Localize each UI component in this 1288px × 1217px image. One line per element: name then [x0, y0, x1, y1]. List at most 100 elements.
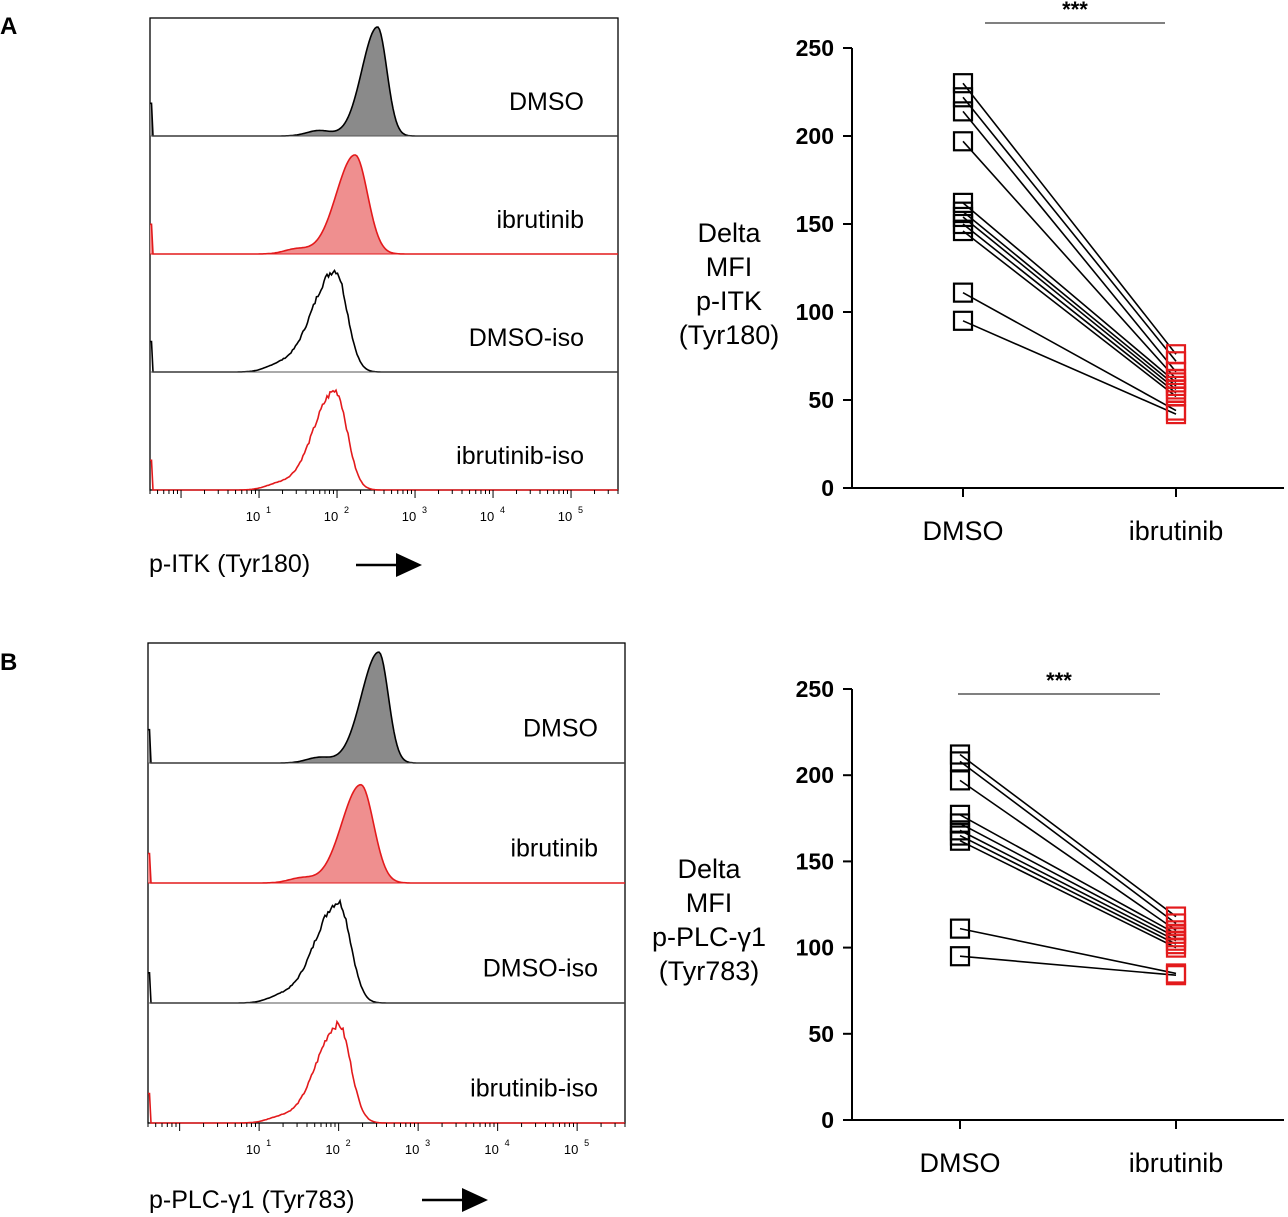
- significance-stars: ***: [1046, 668, 1072, 693]
- x-tick-label-1: 10: [324, 509, 338, 524]
- point-dmso-1: [952, 87, 974, 108]
- x-tick-exponent-1: 2: [344, 505, 349, 515]
- track-label-3: ibrutinib-iso: [470, 1075, 598, 1103]
- x-tick-exponent-3: 4: [500, 505, 505, 515]
- point-dmso-10: [952, 310, 974, 331]
- x-tick-exponent-1: 2: [346, 1138, 351, 1148]
- pair-line-2: [959, 779, 1177, 932]
- y-tick-label-5: 250: [796, 676, 834, 702]
- y-tick-label-1: 50: [808, 1021, 834, 1047]
- category-label-0: DMSO: [920, 1148, 1001, 1178]
- point-ibrutinib-9: [1165, 965, 1187, 986]
- x-axis-title-a: p-ITK (Tyr180): [149, 550, 310, 578]
- x-tick-label-3: 10: [484, 1142, 498, 1157]
- x-tick-exponent-4: 5: [584, 1138, 589, 1148]
- x-tick-label-1: 10: [325, 1142, 339, 1157]
- panel-letter-a: A: [0, 13, 17, 40]
- point-dmso-2: [949, 770, 971, 791]
- paired-plot-panel-a: 0 50 100 150 200 250 DMSO ibrutinib Delta MFI p-IT…: [679, 0, 1284, 546]
- pair-line-8: [962, 230, 1177, 398]
- y-axis-title-line-1: MFI: [686, 888, 733, 918]
- pair-line-0: [962, 82, 1177, 355]
- point-dmso-0: [952, 73, 974, 94]
- pair-line-7: [959, 839, 1177, 949]
- pair-line-1: [962, 96, 1177, 362]
- x-tick-label-4: 10: [558, 509, 572, 524]
- track-label-3: ibrutinib-iso: [456, 442, 584, 470]
- point-ibrutinib-7: [1165, 937, 1187, 958]
- histogram-fill-1: [150, 155, 618, 254]
- y-tick-label-3: 150: [796, 211, 834, 237]
- x-tick-exponent-0: 1: [266, 1138, 271, 1148]
- y-tick-label-0: 0: [821, 475, 834, 501]
- pair-line-8: [959, 927, 1177, 975]
- y-axis-title-line-2: p-ITK: [696, 286, 762, 316]
- histogram-trace-2: [148, 898, 625, 1004]
- histogram-panel-b: DMSO ibrutinib DMSO-iso ibrutinib-iso 10 1 10 2…: [147, 642, 626, 1157]
- track-label-1: ibrutinib: [496, 206, 584, 234]
- pair-line-5: [962, 211, 1177, 387]
- pair-line-2: [962, 110, 1177, 373]
- x-tick-label-4: 10: [564, 1142, 578, 1157]
- y-tick-label-0: 0: [821, 1107, 834, 1133]
- pair-line-0: [959, 753, 1177, 918]
- point-ibrutinib-10: [1165, 403, 1187, 425]
- x-tick-exponent-0: 1: [266, 505, 271, 515]
- x-tick-exponent-3: 4: [505, 1138, 510, 1148]
- y-tick-label-1: 50: [808, 387, 834, 413]
- x-tick-exponent-2: 3: [425, 1138, 430, 1148]
- y-axis-title-line-3: (Tyr180): [679, 320, 780, 350]
- pair-line-3: [962, 140, 1177, 380]
- arrow-a: [356, 553, 422, 577]
- pair-line-4: [959, 822, 1177, 938]
- pair-line-5: [959, 829, 1177, 942]
- pair-line-9: [962, 291, 1177, 412]
- pair-line-6: [959, 834, 1177, 945]
- x-tick-label-3: 10: [480, 509, 494, 524]
- y-axis-title-line-2: p-PLC-γ1: [652, 922, 766, 952]
- pair-line-4: [962, 202, 1177, 384]
- x-axis-title-b: p-PLC-γ1 (Tyr783): [149, 1186, 355, 1214]
- panel-letter-b: B: [0, 649, 17, 676]
- y-axis-title-line-1: MFI: [706, 252, 753, 282]
- y-axis-title-line-0: Delta: [697, 218, 761, 248]
- significance-stars: ***: [1062, 0, 1088, 22]
- y-tick-label-5: 250: [796, 35, 834, 61]
- x-tick-label-2: 10: [405, 1142, 419, 1157]
- track-label-2: DMSO-iso: [483, 955, 598, 983]
- x-tick-label-2: 10: [402, 509, 416, 524]
- histogram-fill-0: [148, 652, 625, 763]
- histogram-trace-3: [150, 388, 618, 491]
- y-tick-label-4: 200: [796, 762, 834, 788]
- x-tick-exponent-4: 5: [578, 505, 583, 515]
- y-tick-label-3: 150: [796, 848, 834, 874]
- category-label-1: ibrutinib: [1129, 516, 1224, 546]
- x-tick-label-0: 10: [246, 509, 260, 524]
- arrow-b: [422, 1188, 488, 1212]
- point-dmso-7: [949, 830, 971, 851]
- y-tick-label-2: 100: [796, 299, 834, 325]
- point-dmso-8: [952, 220, 974, 242]
- track-label-1: ibrutinib: [510, 835, 598, 863]
- point-dmso-3: [952, 131, 974, 152]
- point-dmso-8: [949, 918, 971, 939]
- point-dmso-9: [952, 282, 974, 303]
- histogram-panel-a: DMSO ibrutinib DMSO-iso ibrutinib-iso 10 1 10 2…: [149, 17, 619, 524]
- pair-line-3: [959, 814, 1177, 935]
- point-dmso-2: [952, 101, 974, 122]
- track-label-2: DMSO-iso: [469, 324, 584, 352]
- y-tick-label-4: 200: [796, 123, 834, 149]
- pair-line-1: [959, 760, 1177, 925]
- y-axis-title-line-0: Delta: [677, 854, 741, 884]
- category-label-1: ibrutinib: [1129, 1148, 1224, 1178]
- pair-line-6: [962, 216, 1177, 391]
- pair-line-10: [962, 320, 1177, 415]
- histogram-trace-3: [148, 1019, 625, 1124]
- category-label-0: DMSO: [923, 516, 1004, 546]
- y-tick-label-2: 100: [796, 935, 834, 961]
- paired-plot-panel-b: 0 50 100 150 200 250 DMSO ibrutinib Delta MFI p-PL…: [652, 668, 1284, 1178]
- pair-line-9: [959, 955, 1177, 976]
- histogram-trace-2: [150, 268, 618, 373]
- histogram-trace-1: [150, 154, 618, 255]
